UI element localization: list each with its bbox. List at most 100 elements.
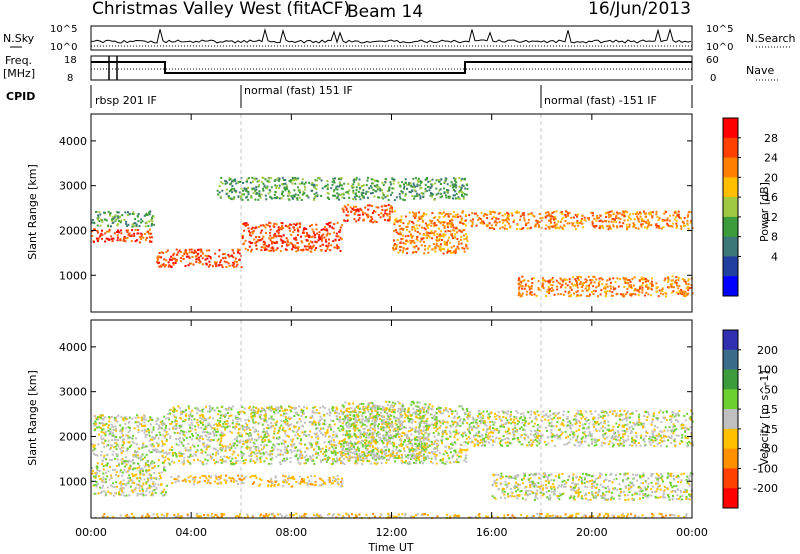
power-cell <box>453 245 455 248</box>
power-cell <box>460 217 463 220</box>
power-cell <box>257 239 260 242</box>
power-cell <box>463 222 466 225</box>
velocity-band-0 <box>91 414 168 497</box>
power-cell <box>310 223 313 226</box>
velocity-cell <box>452 430 455 433</box>
power-cell <box>188 257 191 260</box>
velocity-cell <box>148 474 151 477</box>
power-cell <box>663 212 666 215</box>
power-cell <box>328 224 331 227</box>
power-cell <box>357 210 360 213</box>
power-cell <box>687 289 690 292</box>
velocity-cell <box>201 435 203 438</box>
power-cell <box>574 228 577 231</box>
velocity-cell <box>323 423 326 425</box>
power-cell <box>341 224 344 227</box>
velocity-cell <box>152 428 155 431</box>
power-cell <box>488 222 491 225</box>
power-cell <box>263 243 266 246</box>
power-cell <box>625 211 628 214</box>
velocity-cell <box>209 454 212 457</box>
power-cell <box>564 286 567 289</box>
velocity-cell <box>366 432 368 434</box>
velocity-cell <box>465 434 467 437</box>
velocity-cell <box>258 435 261 438</box>
power-cell <box>243 187 246 190</box>
velocity-cell <box>175 420 178 423</box>
velocity-cell <box>371 411 373 414</box>
velocity-cell <box>227 457 230 460</box>
velocity-cell <box>97 443 100 446</box>
power-cell <box>458 197 461 200</box>
velocity-cell <box>123 442 126 445</box>
power-cell <box>406 225 409 228</box>
power-cell <box>521 214 524 216</box>
velocity-cell <box>194 425 197 428</box>
power-cell <box>534 223 537 226</box>
power-cell <box>339 229 342 232</box>
velocity-cell <box>112 469 115 471</box>
power-cell <box>134 229 137 231</box>
velocity-cell <box>175 455 178 458</box>
power-cell <box>439 188 442 191</box>
velocity-cell <box>298 427 301 430</box>
velocity-cell <box>127 469 130 472</box>
power-cell <box>314 233 316 236</box>
power-cell <box>623 285 626 288</box>
power-cell <box>116 236 119 239</box>
power-cell <box>533 293 536 296</box>
power-cell <box>656 225 659 227</box>
velocity-cell <box>238 434 241 437</box>
velocity-cell <box>272 443 275 446</box>
power-cell <box>399 231 402 234</box>
power-cell <box>436 219 439 222</box>
power-cell <box>348 189 351 192</box>
velocity-cell <box>433 426 436 429</box>
velocity-cell <box>146 460 149 462</box>
velocity-cell <box>133 454 136 457</box>
power-cell <box>581 222 584 225</box>
power-cell <box>360 209 363 212</box>
power-cell <box>609 214 612 217</box>
velocity-cell <box>150 478 153 481</box>
velocity-cell <box>91 449 94 452</box>
velocity-cell <box>463 459 466 462</box>
power-cell <box>275 242 278 244</box>
power-cell <box>280 193 283 196</box>
power-cell <box>394 229 397 231</box>
power-cell <box>669 283 672 286</box>
power-cell <box>424 187 427 190</box>
velocity-cell <box>237 431 240 434</box>
nsky-label: N.Sky <box>3 32 35 45</box>
power-cell <box>590 211 593 214</box>
power-cell <box>284 188 287 191</box>
power-cell <box>294 182 297 185</box>
velocity-cell <box>444 462 447 465</box>
power-cell <box>419 197 422 200</box>
power-cell <box>119 229 122 232</box>
velocity-cell <box>437 432 440 435</box>
power-cell <box>345 207 348 210</box>
power-cell <box>249 181 252 184</box>
power-cell <box>337 193 340 196</box>
velocity-cell <box>333 450 336 453</box>
power-cell <box>278 184 281 187</box>
velocity-cell <box>114 445 117 448</box>
power-cell <box>553 293 556 296</box>
velocity-cell <box>136 467 139 470</box>
velocity-cell <box>246 423 249 426</box>
velocity-cell <box>274 445 277 448</box>
velocity-cell <box>127 461 130 464</box>
velocity-cell <box>169 435 172 438</box>
velocity-cell <box>199 414 202 417</box>
power-cell <box>185 251 188 254</box>
velocity-cell <box>150 451 153 454</box>
velocity-cell <box>441 438 444 441</box>
power-cell <box>557 220 560 223</box>
power-cell <box>104 211 107 214</box>
velocity-cell <box>285 446 288 449</box>
power-cell <box>555 227 558 230</box>
power-cell <box>132 211 135 214</box>
velocity-cell <box>139 493 142 496</box>
velocity-cell <box>286 434 289 437</box>
